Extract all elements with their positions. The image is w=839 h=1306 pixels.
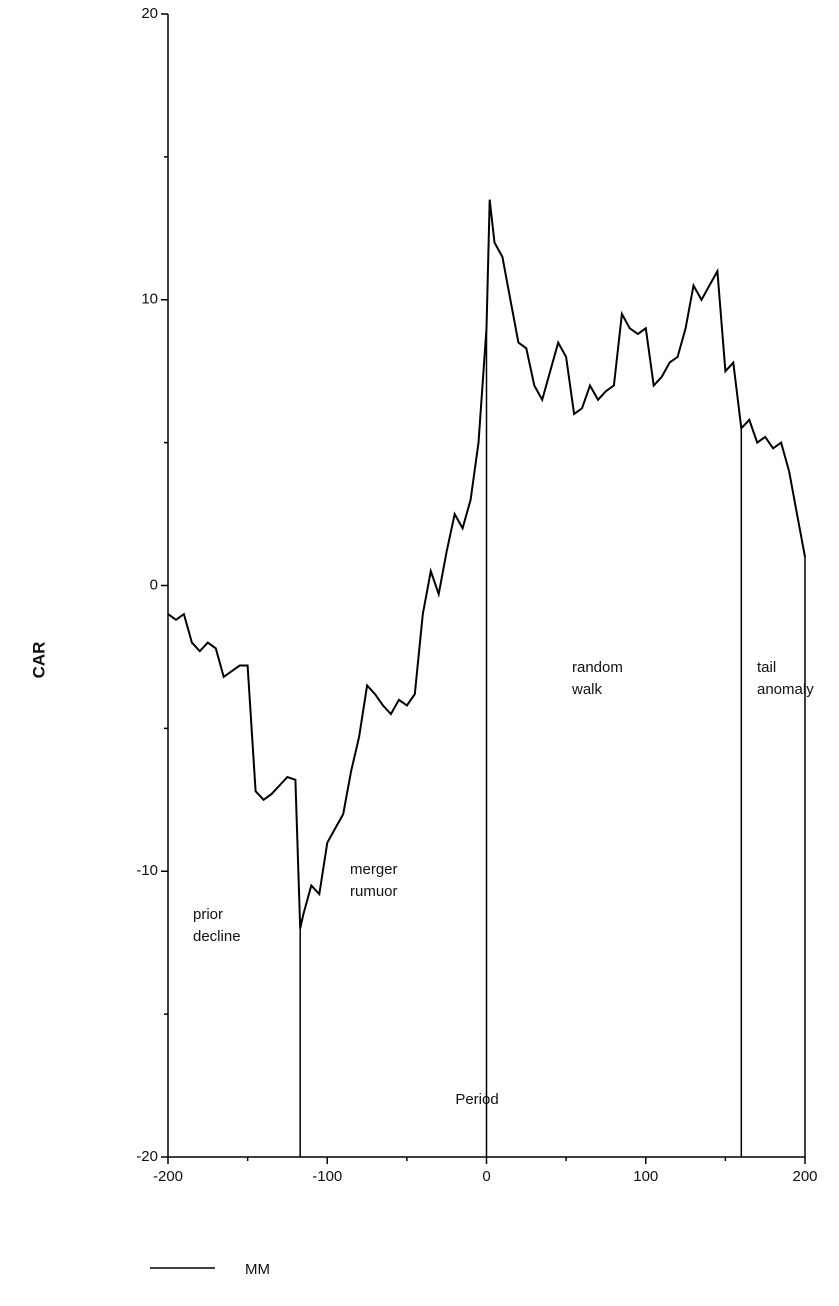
y-axis-label: CAR (29, 642, 48, 679)
annotation: rumuor (350, 883, 398, 900)
annotation: merger (350, 861, 398, 878)
x-tick-label: -200 (153, 1168, 183, 1185)
legend-label: MM (245, 1261, 270, 1278)
y-tick-label: -10 (136, 862, 158, 879)
annotation: anomaly (757, 681, 814, 698)
y-tick-label: -20 (136, 1148, 158, 1165)
x-tick-label: 100 (633, 1168, 658, 1185)
x-axis-label: Period (455, 1091, 498, 1108)
y-tick-label: 10 (141, 291, 158, 308)
annotation: decline (193, 928, 241, 945)
x-tick-label: 200 (792, 1168, 817, 1185)
y-tick-label: 20 (141, 5, 158, 22)
annotation: walk (571, 681, 603, 698)
x-tick-label: -100 (312, 1168, 342, 1185)
annotation: prior (193, 906, 223, 923)
data-line (167, 199, 806, 929)
annotation: tail (757, 659, 776, 676)
x-tick-label: 0 (482, 1168, 490, 1185)
annotation: random (572, 659, 623, 676)
y-tick-label: 0 (150, 576, 158, 593)
